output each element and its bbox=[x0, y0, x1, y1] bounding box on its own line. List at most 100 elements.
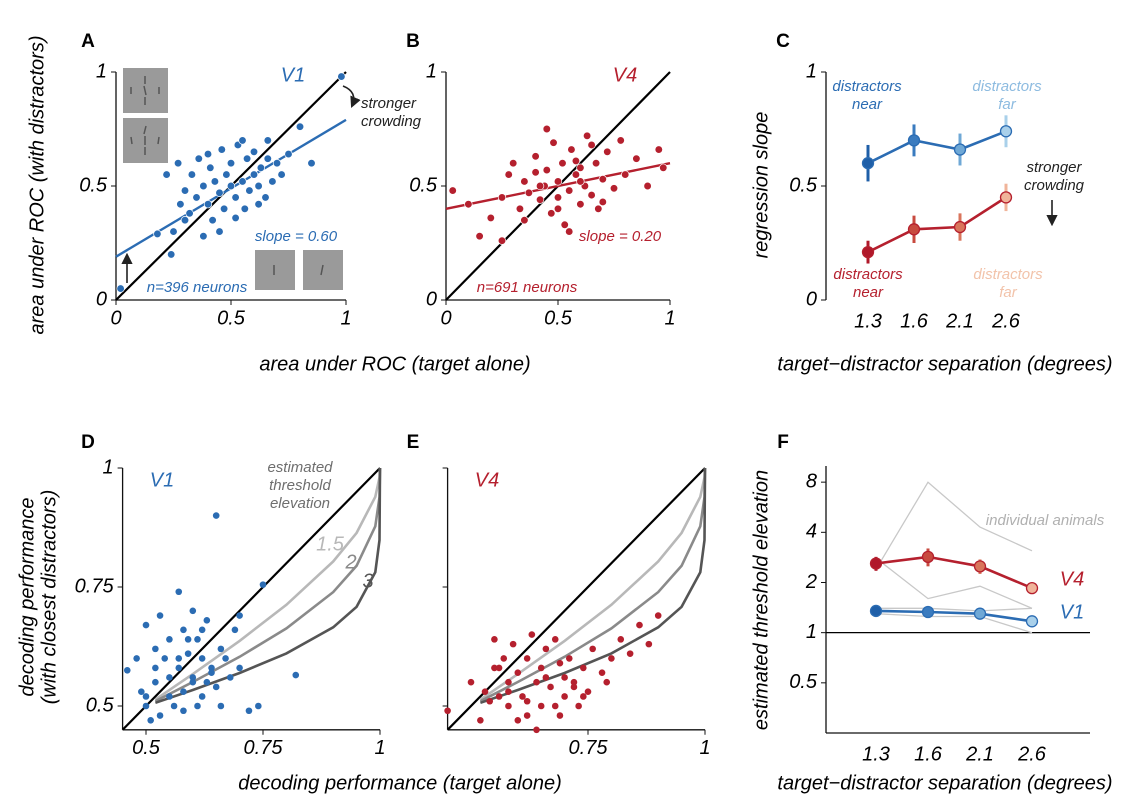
data-point bbox=[175, 655, 183, 662]
data-point bbox=[337, 72, 346, 81]
data-point bbox=[152, 645, 159, 653]
y-tick-label: 0 bbox=[806, 288, 817, 310]
data-point bbox=[185, 209, 194, 218]
data-point bbox=[292, 671, 300, 679]
data-point bbox=[497, 193, 507, 202]
annotation: distractors bbox=[973, 266, 1043, 283]
data-point bbox=[626, 650, 634, 657]
data-point bbox=[531, 152, 540, 161]
x-axis-label: target−distractor separation (degrees) bbox=[777, 353, 1112, 375]
data-point bbox=[486, 697, 494, 705]
data-point bbox=[187, 170, 197, 179]
data-point bbox=[587, 140, 596, 150]
panel-letter: D bbox=[81, 432, 95, 453]
annotation: distractors bbox=[972, 78, 1042, 95]
crowding-arrows bbox=[121, 85, 1058, 283]
data-point bbox=[212, 683, 220, 691]
data-point bbox=[208, 664, 215, 672]
y-tick-label: 0.75 bbox=[75, 575, 115, 597]
x-tick-label: 0.75 bbox=[569, 737, 609, 759]
y-tick-label: 0.5 bbox=[79, 174, 108, 196]
individual-animal-line bbox=[876, 607, 1033, 612]
y-tick-label: 0 bbox=[426, 288, 437, 310]
data-point bbox=[189, 678, 197, 686]
data-point bbox=[570, 683, 578, 691]
data-point bbox=[570, 678, 578, 686]
data-point bbox=[1025, 615, 1039, 628]
series-line bbox=[867, 196, 1007, 254]
data-point bbox=[531, 168, 540, 177]
curve-label: 3 bbox=[362, 570, 373, 592]
data-point bbox=[192, 193, 201, 202]
y-tick-label: 0.5 bbox=[86, 694, 115, 716]
data-point bbox=[284, 149, 293, 159]
data-point bbox=[467, 678, 475, 686]
annotation: stronger bbox=[1026, 159, 1082, 176]
annotation: threshold bbox=[269, 477, 331, 494]
annotation: near bbox=[853, 284, 884, 301]
data-point bbox=[153, 229, 162, 239]
data-point bbox=[245, 707, 253, 715]
data-point bbox=[491, 664, 498, 672]
individual-animal-line bbox=[875, 613, 1033, 634]
data-point bbox=[481, 688, 489, 696]
data-point bbox=[537, 702, 545, 710]
data-point bbox=[509, 640, 517, 648]
data-point bbox=[598, 175, 607, 184]
data-point bbox=[632, 154, 641, 163]
regression-line bbox=[445, 162, 671, 210]
data-point bbox=[565, 186, 574, 195]
annotation: elevation bbox=[270, 495, 330, 512]
data-point bbox=[491, 636, 498, 643]
data-point bbox=[542, 645, 550, 653]
data-point bbox=[528, 631, 536, 638]
data-point bbox=[464, 200, 473, 209]
data-point bbox=[475, 232, 484, 241]
annotation: stronger bbox=[361, 95, 417, 112]
data-point bbox=[565, 227, 574, 236]
data-point bbox=[509, 159, 518, 168]
data-point bbox=[268, 177, 277, 186]
data-point bbox=[973, 607, 987, 620]
data-point bbox=[580, 693, 587, 700]
data-point bbox=[152, 678, 159, 686]
data-point bbox=[152, 664, 159, 672]
data-point bbox=[175, 664, 183, 672]
data-point bbox=[973, 560, 987, 573]
x-tick-label: 1.3 bbox=[862, 743, 890, 765]
x-tick-label: 1 bbox=[699, 737, 710, 759]
data-point bbox=[533, 678, 540, 686]
data-point bbox=[173, 159, 183, 168]
data-point bbox=[133, 655, 140, 662]
data-point bbox=[523, 655, 531, 662]
x-tick-label: 1 bbox=[374, 737, 385, 759]
data-point bbox=[166, 693, 173, 700]
data-point bbox=[587, 190, 596, 200]
data-point bbox=[208, 216, 217, 225]
data-point bbox=[245, 186, 254, 195]
y-axis-label: area under ROC (with distractors) bbox=[26, 36, 48, 335]
x-tick-label: 0 bbox=[440, 307, 451, 329]
data-point bbox=[542, 124, 551, 134]
data-point bbox=[603, 147, 612, 156]
data-point bbox=[617, 636, 625, 643]
data-point bbox=[238, 177, 247, 186]
data-point bbox=[520, 177, 529, 186]
data-point bbox=[215, 188, 224, 197]
x-axis-label: area under ROC (target alone) bbox=[259, 353, 530, 375]
data-point bbox=[176, 200, 185, 209]
annotation: crowding bbox=[361, 113, 422, 130]
data-point bbox=[953, 220, 967, 234]
identity-line bbox=[446, 467, 706, 731]
y-tick-label: 1 bbox=[426, 60, 437, 82]
threshold-curve bbox=[479, 467, 707, 705]
data-point bbox=[561, 674, 568, 681]
series-label: V1 bbox=[1060, 602, 1084, 624]
panel-title: V1 bbox=[150, 469, 174, 491]
x-tick-label: 2.1 bbox=[965, 743, 994, 765]
data-point bbox=[226, 674, 234, 681]
data-point bbox=[571, 170, 581, 179]
data-point bbox=[551, 636, 559, 643]
data-point bbox=[594, 204, 603, 213]
